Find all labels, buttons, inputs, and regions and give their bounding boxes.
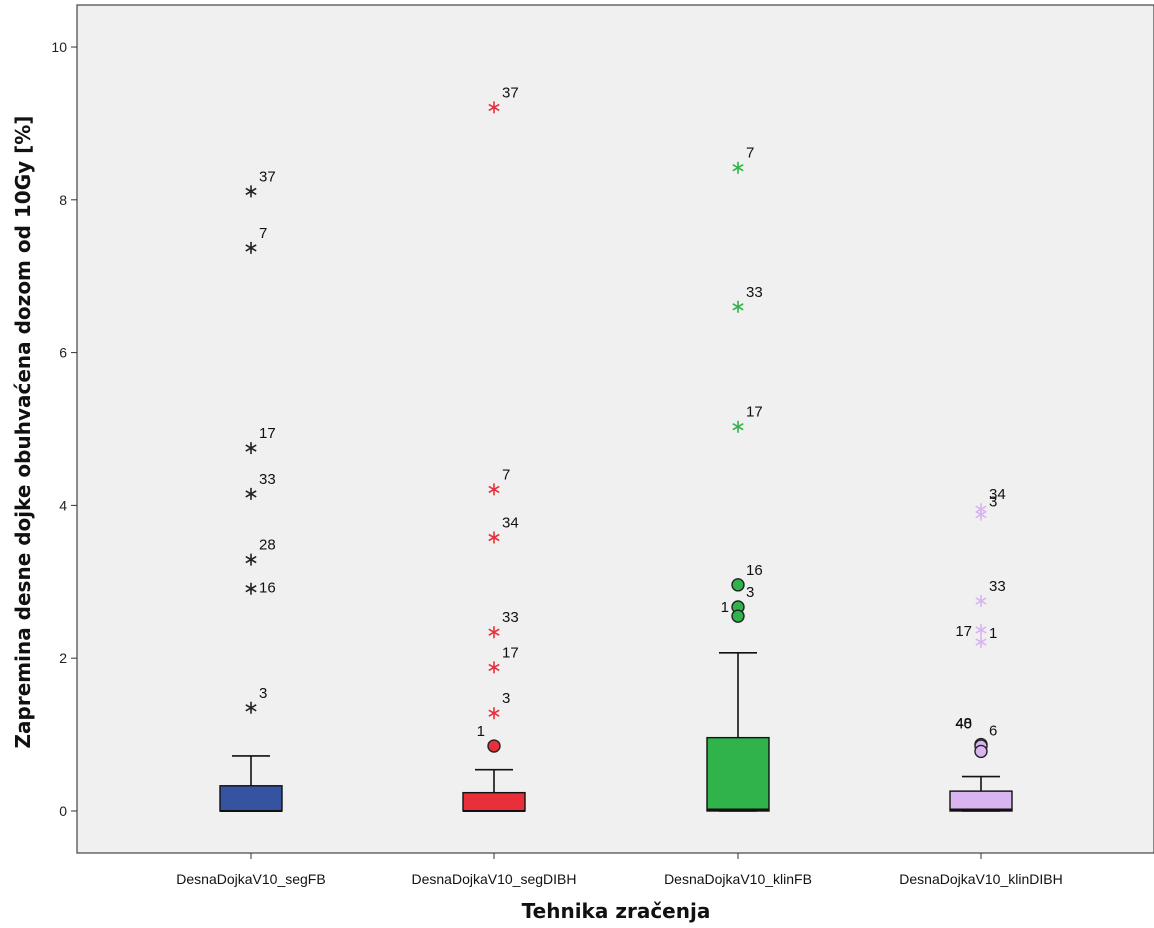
outlier-star — [975, 508, 987, 521]
x-category-label: DesnaDojkaV10_klinDIBH — [899, 871, 1062, 887]
box-iqr — [462, 791, 526, 812]
outlier-circle — [731, 578, 745, 592]
outlier-circle — [974, 744, 988, 759]
x-axis-title: Tehnika zračenja — [522, 899, 711, 923]
outlier-star — [488, 483, 500, 496]
outlier-label: 7 — [259, 225, 267, 242]
y-tick-label: 8 — [59, 192, 67, 208]
outlier-star — [732, 161, 744, 174]
outlier-star — [245, 487, 257, 500]
box-group: 7 33 17 16 31 — [706, 145, 770, 812]
outlier-circle — [731, 609, 745, 623]
x-category-label: DesnaDojkaV10_segDIBH — [412, 871, 577, 887]
box-group: 37 7 34 33 17 31 — [462, 84, 526, 812]
outlier-label: 3 — [746, 584, 754, 601]
outlier-label: 28 — [259, 537, 276, 554]
y-tick-label: 4 — [59, 497, 67, 513]
x-category-label: DesnaDojkaV10_segFB — [176, 871, 325, 887]
y-tick-label: 10 — [51, 39, 67, 55]
outlier-star — [245, 553, 257, 566]
outlier-star — [732, 420, 744, 433]
y-tick-label: 6 — [59, 345, 67, 361]
y-axis-title: Zapremina desne dojke obuhvaćena dozom o… — [11, 116, 35, 749]
outlier-label: 7 — [746, 145, 754, 162]
outlier-label: 7 — [502, 466, 510, 483]
outlier-label: 40 — [955, 716, 972, 733]
outlier-label: 37 — [259, 168, 276, 185]
outlier-label: 37 — [502, 84, 519, 101]
outlier-label: 33 — [989, 578, 1006, 595]
y-tick-label: 0 — [59, 803, 67, 819]
outlier-star — [488, 101, 500, 114]
y-axis: 0 2 4 6 8 10 — [51, 39, 77, 819]
outlier-label: 3 — [989, 494, 997, 511]
outlier-label: 17 — [502, 644, 519, 661]
outlier-label: 33 — [259, 471, 276, 488]
outlier-circle — [487, 739, 501, 753]
outlier-label: 16 — [259, 580, 276, 597]
box-iqr — [949, 790, 1013, 812]
outlier-star — [245, 185, 257, 198]
outlier-star — [245, 701, 257, 714]
outlier-label: 34 — [502, 514, 519, 531]
outlier-label: 16 — [746, 562, 763, 579]
outlier-label: 3 — [259, 685, 267, 702]
outlier-label: 1 — [989, 625, 997, 642]
outlier-label: 17 — [259, 425, 276, 442]
outlier-star — [975, 594, 987, 607]
outlier-star — [488, 626, 500, 639]
outlier-star — [488, 661, 500, 674]
outlier-label: 6 — [989, 722, 997, 739]
box-iqr — [219, 785, 283, 812]
outlier-star — [975, 636, 987, 649]
outlier-star — [245, 582, 257, 595]
x-axis: DesnaDojkaV10_segFB DesnaDojkaV10_segDIBH… — [176, 853, 1063, 887]
outlier-label: 34 — [989, 486, 1006, 503]
outlier-star — [245, 241, 257, 254]
outlier-label: 48 — [955, 715, 972, 732]
box-series: 3771733281633773433173173317163134333117… — [219, 84, 1013, 812]
outlier-star — [245, 442, 257, 455]
outlier-star — [488, 531, 500, 544]
outlier-label: 17 — [746, 404, 763, 421]
outlier-label: 3 — [502, 690, 510, 707]
box-group: 37 7 17 33 28 16 3 — [219, 168, 283, 812]
outlier-label: 1 — [721, 599, 729, 616]
outlier-label: 1 — [477, 723, 485, 740]
outlier-label: 17 — [955, 623, 972, 640]
outlier-label: 33 — [502, 609, 519, 626]
outlier-label: 33 — [746, 284, 763, 301]
outlier-star — [488, 707, 500, 720]
y-tick-label: 2 — [59, 650, 67, 666]
x-category-label: DesnaDojkaV10_klinFB — [664, 871, 812, 887]
outlier-star — [975, 623, 987, 636]
box-iqr — [706, 736, 770, 812]
outlier-star — [732, 300, 744, 313]
plot-area — [76, 4, 1154, 854]
